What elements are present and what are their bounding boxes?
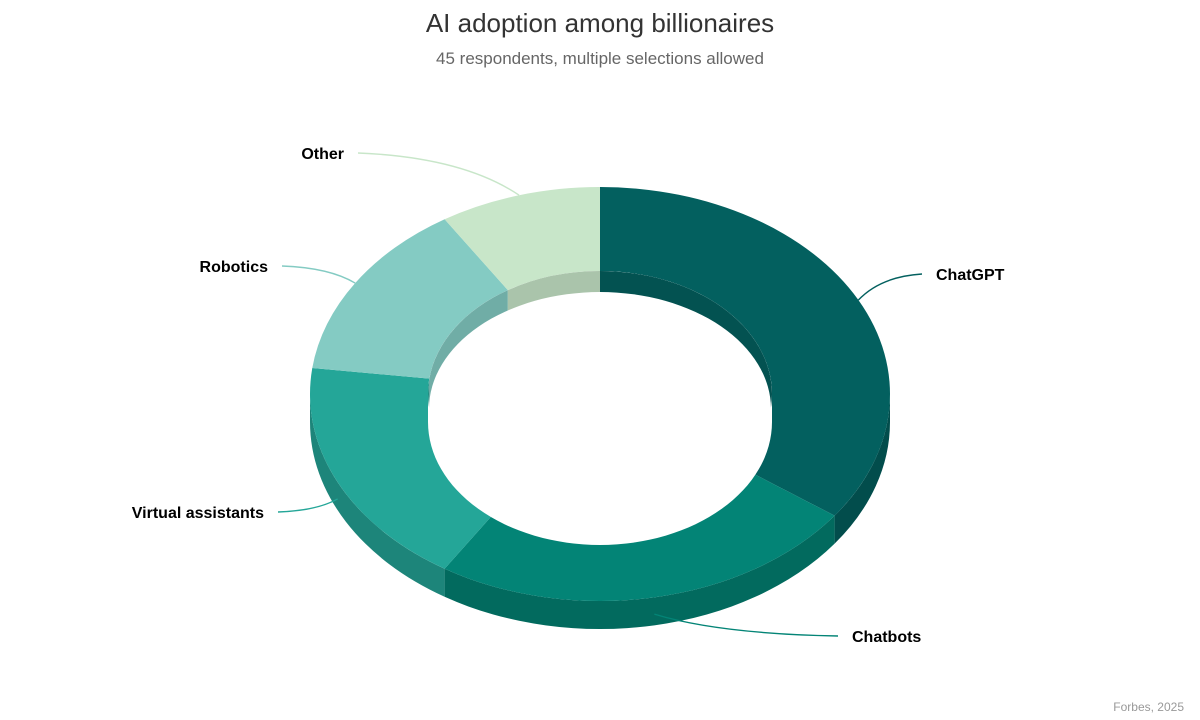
data-label-1: Chatbots: [852, 629, 921, 646]
chart-credit[interactable]: Forbes, 2025: [1113, 700, 1184, 714]
slice-side-0: [834, 394, 891, 544]
slice-side-1: [444, 515, 835, 629]
chart-title: AI adoption among billionaires: [425, 8, 775, 38]
connector-1: [654, 613, 839, 637]
connector-0: [857, 273, 923, 301]
connector-3: [281, 265, 356, 284]
donut-hole-center: [429, 292, 771, 526]
data-label-3: Robotics: [200, 259, 269, 276]
slice-inner-wall-3-1: [429, 290, 508, 407]
connector-4: [357, 152, 520, 196]
slice-side-2: [310, 394, 445, 597]
slice-4[interactable]: [444, 187, 600, 291]
slice-3[interactable]: [312, 219, 508, 379]
connector-2: [277, 498, 338, 513]
data-label-4: Other: [301, 146, 344, 163]
chart-subtitle: 45 respondents, multiple selections allo…: [436, 49, 764, 68]
slice-0[interactable]: [600, 186, 891, 516]
data-label-0: ChatGPT: [936, 267, 1005, 284]
slice-2[interactable]: [310, 368, 508, 569]
data-label-2: Virtual assistants: [132, 505, 264, 522]
